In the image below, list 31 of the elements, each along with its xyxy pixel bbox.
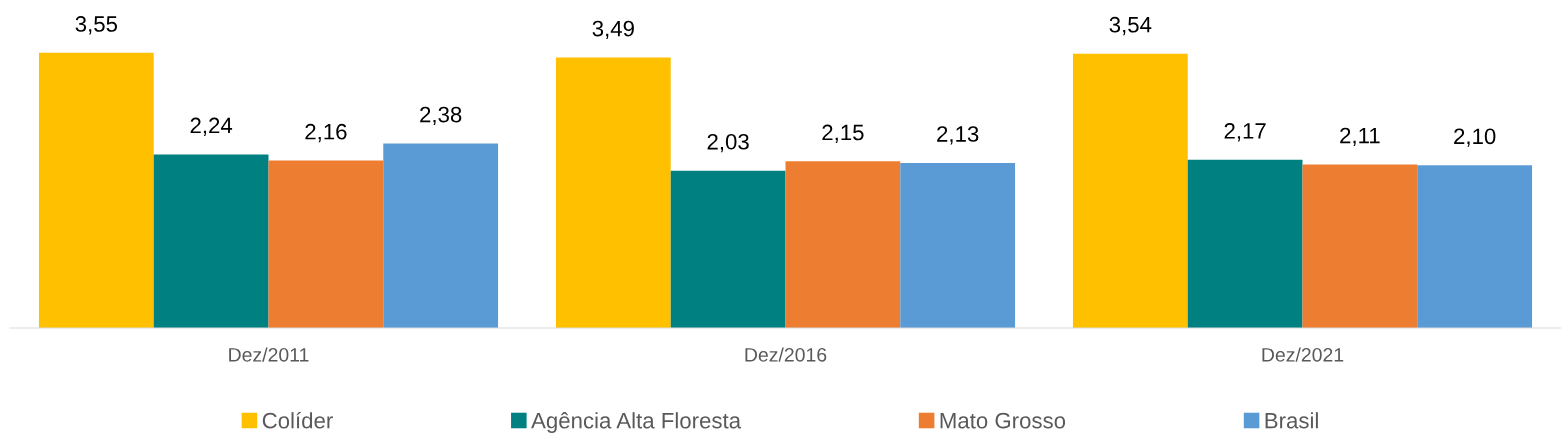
data-label: 3,54 [1109,16,1152,36]
data-label: 3,49 [592,20,634,40]
data-label: 2,17 [1224,123,1266,142]
legend-label: Agência Alta Floresta [531,412,742,433]
data-label: 2,03 [707,133,749,153]
data-label: 2,10 [1454,128,1496,147]
bar [670,170,786,328]
bar [1302,164,1418,328]
bar [1072,53,1188,328]
x-tick-label: Dez/2021 [1262,347,1344,362]
data-label: 2,16 [305,123,347,143]
data-label: 2,13 [937,126,979,145]
bar [900,162,1016,328]
data-label: 2,38 [420,106,462,126]
data-label: 2,15 [822,124,864,143]
x-tick-label: Dez/2011 [229,347,309,362]
data-label: 2,11 [1340,127,1380,147]
bar [1187,159,1303,328]
legend-label: Colíder [262,411,333,429]
bar [268,160,384,328]
x-tick-label: Dez/2016 [745,347,827,362]
bar [555,57,671,328]
bar [153,154,269,328]
bar [38,52,154,328]
bar [1417,165,1533,328]
bar [383,143,499,328]
data-label: 2,24 [190,117,233,136]
legend-label: Mato Grosso [940,412,1066,429]
legend-label: Brasil [1265,412,1318,429]
data-label: 3,55 [75,16,118,35]
bar [785,161,901,328]
